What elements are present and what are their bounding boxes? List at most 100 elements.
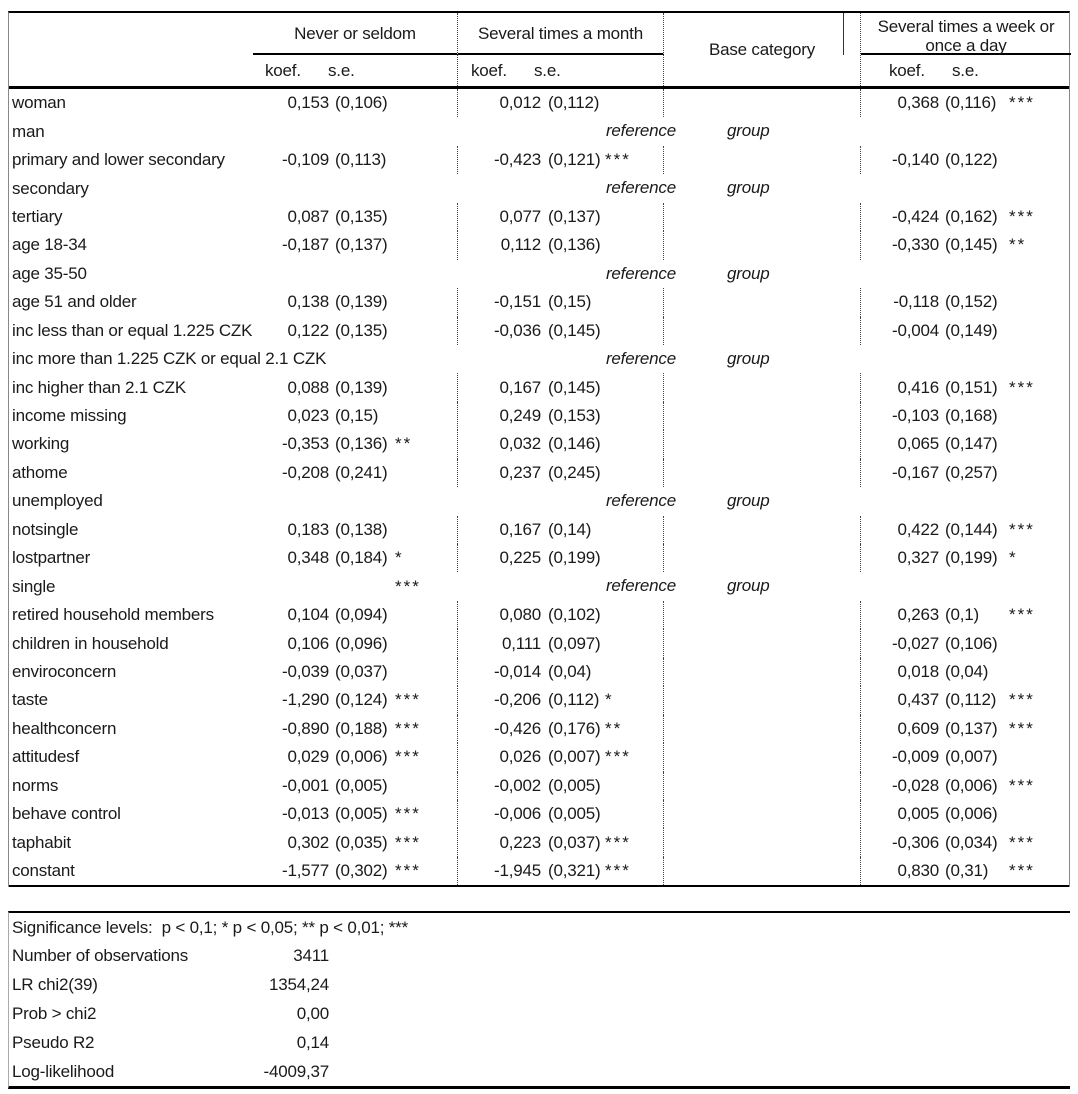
koef-header: koef. <box>471 60 507 80</box>
col2-koef-value: 0,225 <box>499 548 541 568</box>
col3-koef-value: -0,118 <box>893 292 939 312</box>
col3-koef-value: -0,009 <box>891 747 939 767</box>
col2-se-value: (0,145) <box>548 320 601 340</box>
col3-se-value: (0,006) <box>945 804 998 824</box>
cell-base-category <box>664 288 861 317</box>
cell-never-or-seldom: -0,890 (0,188) *** <box>253 714 458 744</box>
col1-significance-stars: *** <box>395 690 421 710</box>
col3-koef-value: -0,330 <box>891 235 939 255</box>
table-row: norms -0,001 (0,005) -0,002 (0,005) -0,0… <box>9 771 1069 800</box>
cell-never-or-seldom: 0,348 (0,184) * <box>253 544 458 573</box>
reference-group-overlay: reference group <box>9 487 1069 515</box>
table-row: children in household 0,106 (0,096) 0,11… <box>9 629 1069 658</box>
cell-base-category <box>664 231 861 260</box>
col1-significance-stars: *** <box>395 861 421 881</box>
koef-header: koef. <box>265 60 301 80</box>
group-label: group <box>727 348 770 368</box>
cell-never-or-seldom: -0,353 (0,136) ** <box>253 430 458 459</box>
stat-row-prob-chi2: Prob > chi2 0,00 <box>9 1000 1070 1029</box>
cell-several-times-a-week: 0,065 (0,147) <box>861 430 1071 458</box>
col3-se-value: (0,149) <box>945 320 998 340</box>
reference-group-overlay: reference group <box>9 572 1069 600</box>
col2-koef-value: 0,077 <box>499 206 541 226</box>
row-label: tertiary <box>12 206 63 226</box>
col3-se-value: (0,257) <box>945 462 998 482</box>
col1-se-value: (0,006) <box>335 747 388 767</box>
cell-several-times-a-month: 0,237 (0,245) <box>458 458 664 488</box>
col1-koef-value: 0,302 <box>287 832 329 852</box>
col3-se-value: (0,151) <box>945 377 998 397</box>
col2-se-value: (0,007) <box>548 747 601 767</box>
cell-several-times-a-month: 0,249 (0,153) <box>458 401 664 431</box>
col3-se-value: (0,04) <box>945 661 989 681</box>
cell-several-times-a-month: 0,026 (0,007) *** <box>458 743 664 772</box>
col3-significance-stars: *** <box>1009 519 1035 539</box>
col1-koef-value: 0,106 <box>287 633 329 653</box>
col3-koef-value: 0,416 <box>897 377 939 397</box>
col3-significance-stars: ** <box>1009 235 1027 255</box>
col3-se-value: (0,116) <box>945 93 997 113</box>
table-row: retired household members 0,104 (0,094) … <box>9 600 1069 630</box>
col1-koef-value: 0,153 <box>287 93 329 113</box>
cell-several-times-a-month: 0,167 (0,14) <box>458 515 664 544</box>
stat-value: 0,00 <box>296 1003 329 1023</box>
col3-koef-value: -0,167 <box>891 462 939 482</box>
cell-several-times-a-week: -0,167 (0,257) <box>861 459 1071 487</box>
col2-koef-value: 0,012 <box>499 93 541 113</box>
col3-se-value: (0,137) <box>945 718 998 738</box>
col3-koef-value: -0,306 <box>891 832 939 852</box>
col2-koef-value: -0,006 <box>493 804 541 824</box>
cell-several-times-a-month: -0,002 (0,005) <box>458 771 664 800</box>
col1-koef-value: 0,088 <box>287 377 329 397</box>
cell-several-times-a-month: -0,423 (0,121) *** <box>458 145 664 175</box>
cell-never-or-seldom: 0,138 (0,139) <box>253 288 458 317</box>
cell-several-times-a-month: -0,014 (0,04) <box>458 657 664 687</box>
cell-several-times-a-month: 0,111 (0,097) <box>458 629 664 658</box>
col3-se-value: (0,112) <box>945 690 997 710</box>
col2-koef-value: 0,237 <box>499 462 541 482</box>
col2-koef-value: 0,026 <box>499 747 541 767</box>
col2-koef-value: 0,167 <box>499 377 541 397</box>
reference-group-overlay: reference group <box>9 174 1069 202</box>
col1-significance-stars: *** <box>395 747 421 767</box>
col1-koef-value: 0,122 <box>287 320 329 340</box>
subheader-col2: koef. s.e. <box>458 55 664 86</box>
col2-se-value: (0,146) <box>548 434 601 454</box>
cell-never-or-seldom: 0,302 (0,035) *** <box>253 828 458 857</box>
cell-several-times-a-month: -0,206 (0,112) * <box>458 686 664 715</box>
column-group-several-times-a-month: Several times a month <box>458 13 664 55</box>
col2-se-value: (0,04) <box>548 661 592 681</box>
col2-se-value: (0,005) <box>548 775 601 795</box>
group-label: group <box>727 121 770 141</box>
col2-se-value: (0,321) <box>548 861 601 881</box>
table-row: income missing 0,023 (0,15) 0,249 (0,153… <box>9 401 1069 431</box>
cell-base-category <box>664 657 861 687</box>
cell-several-times-a-month: -0,151 (0,15) <box>458 288 664 317</box>
stat-value: 0,14 <box>296 1032 329 1052</box>
cell-base-category <box>664 714 861 744</box>
cell-several-times-a-week: 0,830 (0,31) *** <box>861 857 1071 885</box>
cell-never-or-seldom: 0,087 (0,135) <box>253 202 458 232</box>
col1-koef-value: -0,353 <box>281 434 329 454</box>
col3-significance-stars: *** <box>1009 861 1035 881</box>
col2-se-value: (0,15) <box>548 292 592 312</box>
cell-base-category <box>664 771 861 800</box>
cell-never-or-seldom: 0,023 (0,15) <box>253 401 458 431</box>
col1-koef-value: 0,029 <box>287 747 329 767</box>
row-label: age 51 and older <box>12 292 137 312</box>
table-row: tertiary 0,087 (0,135) 0,077 (0,137) -0,… <box>9 202 1069 232</box>
cell-several-times-a-month: 0,012 (0,112) <box>458 89 664 118</box>
col2-koef-value: -0,426 <box>493 718 541 738</box>
cell-several-times-a-month: 0,167 (0,145) <box>458 373 664 402</box>
table-row: primary and lower secondary -0,109 (0,11… <box>9 145 1069 175</box>
col2-koef-value: 0,249 <box>499 406 541 426</box>
row-label: children in household <box>12 633 169 653</box>
col3-se-value: (0,122) <box>945 150 998 170</box>
col1-se-value: (0,184) <box>335 548 388 568</box>
col3-koef-value: -0,004 <box>891 320 939 340</box>
row-label: attitudesf <box>12 747 79 767</box>
cell-never-or-seldom: -0,109 (0,113) <box>253 145 458 175</box>
row-label: age 18-34 <box>12 235 87 255</box>
row-label: inc more than 1.225 CZK or equal 2.1 CZK <box>12 349 327 369</box>
